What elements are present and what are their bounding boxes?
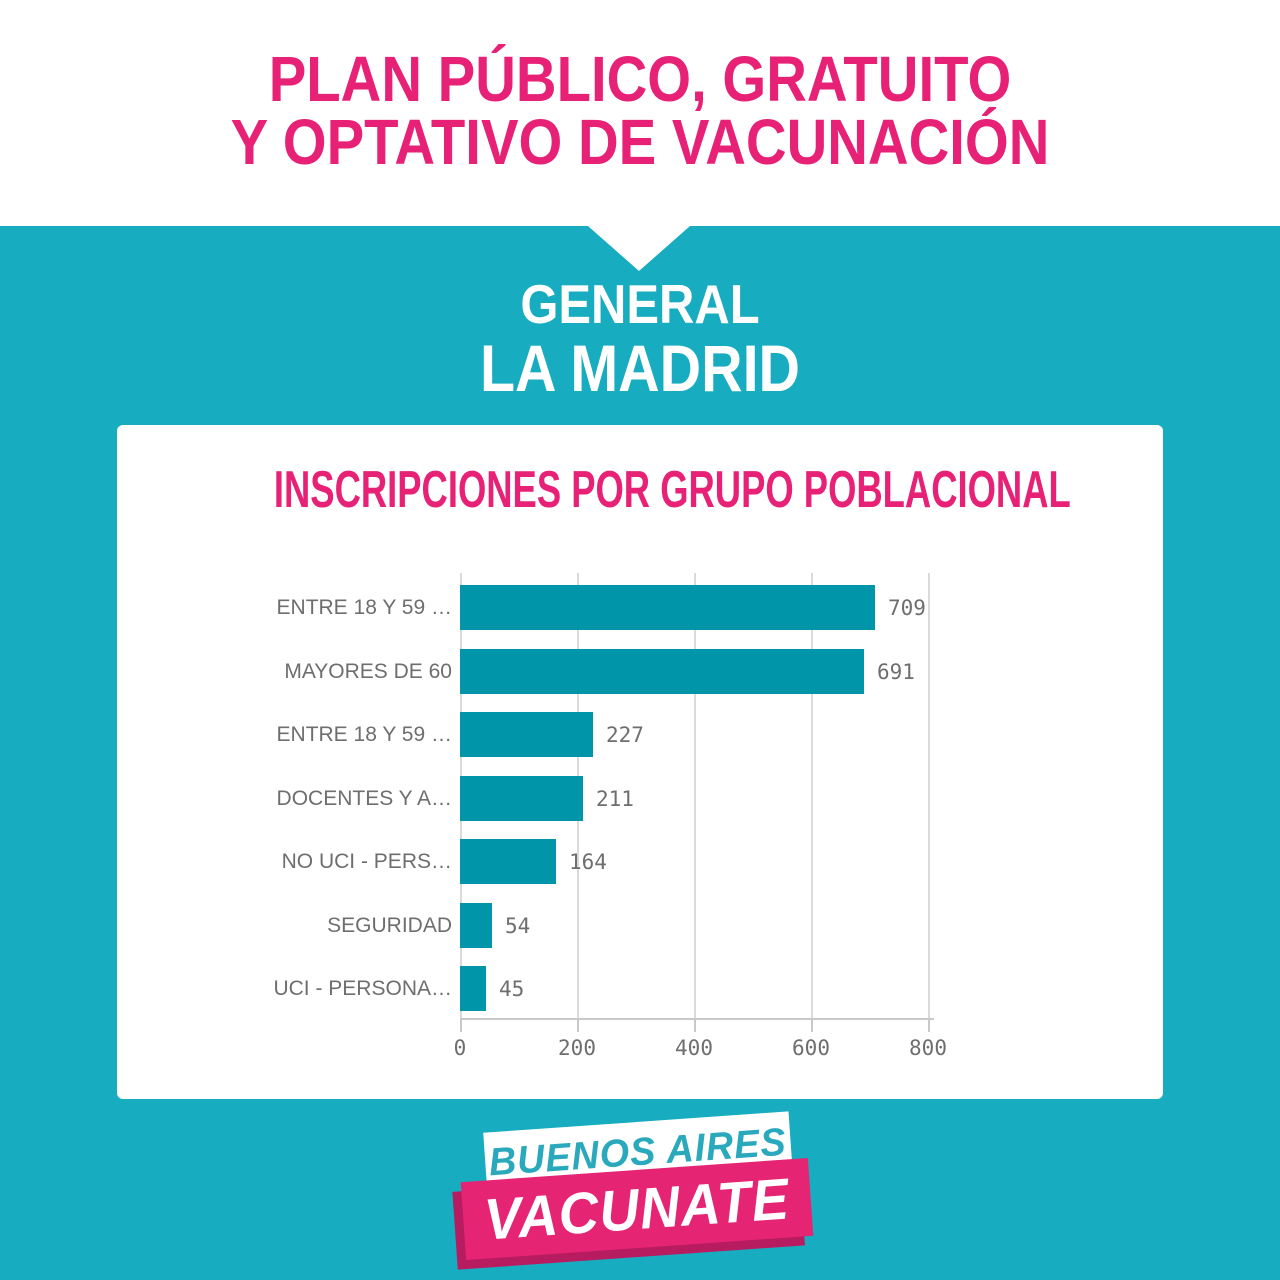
bar: [460, 712, 593, 757]
bar: [460, 585, 875, 630]
value-label: 691: [877, 659, 915, 684]
bar: [460, 839, 556, 884]
category-label: SEGURIDAD: [327, 913, 452, 937]
x-tick-label: 400: [675, 1036, 713, 1060]
category-label: UCI - PERSONA…: [273, 976, 452, 1000]
axis-tick: [694, 1018, 696, 1032]
bar: [460, 903, 492, 948]
value-label: 211: [596, 786, 634, 811]
value-label: 54: [505, 913, 531, 938]
logo-text-vacunate: VACUNATE: [482, 1165, 792, 1253]
category-label: DOCENTES Y A…: [276, 786, 452, 810]
x-tick-label: 200: [558, 1036, 596, 1060]
category-label: NO UCI - PERS…: [281, 849, 452, 873]
teal-section: GENERAL LA MADRID INSCRIPCIONES POR GRUP…: [0, 226, 1280, 1280]
chart: 0 200 400 600 800 ENTRE 18 Y 59 … 709 MAYORES D…: [117, 425, 1163, 1099]
value-label: 45: [499, 976, 525, 1001]
gridline: [928, 573, 930, 1018]
poster-title-line2: Y OPTATIVO DE VACUNACIÓN: [230, 106, 1050, 178]
buenos-aires-vacunate-logo: BUENOS AIRES VACUNATE: [455, 1111, 825, 1261]
chart-title: INSCRIPCIONES POR GRUPO POBLACIONAL: [273, 461, 1071, 519]
gridline: [811, 573, 813, 1018]
bar: [460, 966, 486, 1011]
category-label: MAYORES DE 60: [284, 659, 452, 683]
poster-title: PLAN PÚBLICO, GRATUITO Y OPTATIVO DE VAC…: [77, 43, 1203, 178]
down-arrow-notch-icon: [588, 226, 690, 271]
gridline: [694, 573, 696, 1018]
axis-tick: [928, 1018, 930, 1032]
value-label: 227: [606, 722, 644, 747]
x-tick-label: 0: [453, 1036, 467, 1060]
axis-tick: [811, 1018, 813, 1032]
value-label: 164: [569, 849, 607, 874]
axis-tick: [577, 1018, 579, 1032]
category-label: ENTRE 18 Y 59 …: [276, 722, 452, 746]
value-label: 709: [888, 595, 926, 620]
x-tick-label: 800: [909, 1036, 947, 1060]
category-label: ENTRE 18 Y 59 …: [276, 595, 452, 619]
municipality-label: LA MADRID: [479, 331, 801, 405]
region-label: GENERAL: [520, 273, 760, 335]
bar: [460, 649, 864, 694]
chart-card: INSCRIPCIONES POR GRUPO POBLACIONAL 0 200…: [117, 425, 1163, 1099]
x-axis-line: [460, 1018, 934, 1020]
x-tick-label: 600: [792, 1036, 830, 1060]
poster-title-line1: PLAN PÚBLICO, GRATUITO: [268, 43, 1012, 115]
bar: [460, 776, 583, 821]
axis-tick: [460, 1018, 462, 1032]
